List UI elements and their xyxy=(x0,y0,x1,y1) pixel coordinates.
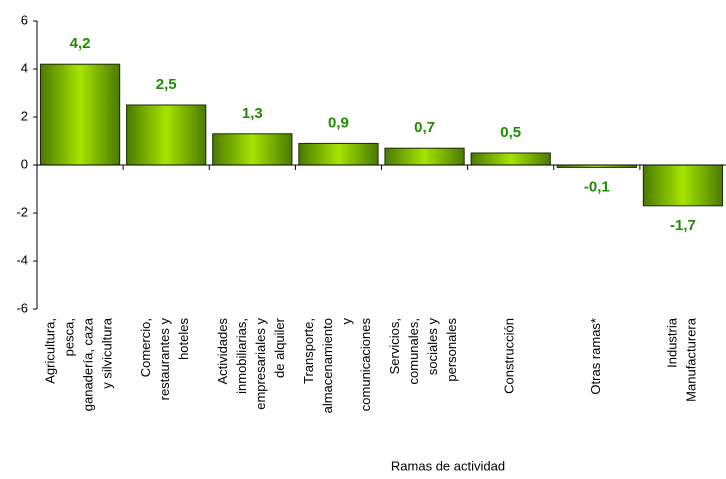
value-label: 1,3 xyxy=(242,105,263,122)
x-tick-label: Servicios, comunales, sociales y personales xyxy=(388,318,460,385)
value-label: 0,5 xyxy=(500,124,521,141)
x-tick-label: Industria Manufacturera xyxy=(665,317,699,402)
value-label: 0,7 xyxy=(414,119,435,136)
bar xyxy=(642,164,724,207)
y-tick-label: 6 xyxy=(21,12,28,27)
bar xyxy=(470,152,551,166)
x-tick-label: Actividades inmobiliarias, empresariales y… xyxy=(215,317,287,409)
x-tick-label: Construcción xyxy=(502,318,517,394)
y-tick-label: 0 xyxy=(21,156,28,171)
bar xyxy=(212,133,293,166)
x-tick-label: Agricultura, pesca, ganadería, caza y silvi… xyxy=(43,317,115,411)
x-tick-label: Otras ramas* xyxy=(588,318,603,395)
y-tick-label: -2 xyxy=(16,204,28,219)
x-tick-label: Transporte, almacenamiento y comunicaciones xyxy=(301,318,373,414)
x-axis-title: Ramas de actividad xyxy=(391,458,505,473)
bar xyxy=(39,63,121,166)
bar xyxy=(384,147,465,166)
y-tick-label: 4 xyxy=(21,60,28,75)
value-label: -0,1 xyxy=(584,178,610,195)
value-label: 2,5 xyxy=(156,76,177,93)
x-tick-label: Comercio, restaurantes y hoteles xyxy=(139,318,192,401)
bar xyxy=(126,104,207,166)
y-tick-label: 2 xyxy=(21,108,28,123)
value-label: 4,2 xyxy=(70,35,91,52)
y-tick-label: -6 xyxy=(16,300,28,315)
bar xyxy=(298,142,379,166)
value-label: -1,7 xyxy=(670,217,696,234)
value-label: 0,9 xyxy=(328,114,349,131)
y-tick-label: -4 xyxy=(16,252,28,267)
